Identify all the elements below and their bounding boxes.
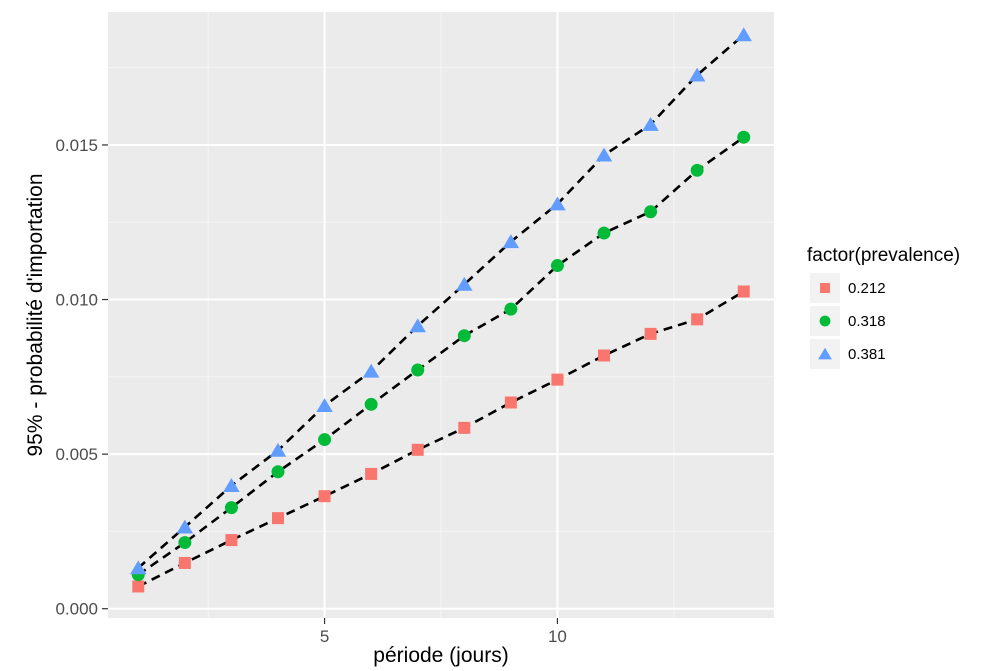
data-point-circle: [364, 397, 378, 411]
y-tick-label: 0.010: [55, 291, 98, 310]
legend-keys: 0.212 0.318 0.381: [810, 273, 886, 369]
legend-circle-marker: [819, 315, 831, 327]
data-point-circle: [504, 302, 518, 316]
data-point-circle: [644, 205, 658, 219]
data-point-square: [318, 490, 331, 503]
data-point-triangle: [316, 398, 333, 412]
data-point-triangle: [642, 117, 659, 131]
data-point-circle: [271, 465, 285, 479]
y-tick-label: 0.000: [55, 600, 98, 619]
major-gridlines: [108, 12, 774, 618]
data-point-triangle: [409, 318, 426, 333]
data-point-triangle: [176, 519, 194, 534]
data-point-circle: [224, 501, 238, 515]
data-point-square: [551, 373, 564, 386]
data-point-square: [365, 467, 378, 480]
data-point-triangle: [549, 196, 566, 211]
data-point-square: [644, 327, 657, 340]
data-point-square: [458, 421, 471, 434]
x-axis-title: période (jours): [373, 644, 508, 667]
data-point-triangle: [362, 363, 380, 378]
data-point-triangle: [130, 560, 147, 575]
x-tick-label: 5: [320, 627, 329, 646]
data-point-square: [178, 556, 191, 569]
data-point-circle: [550, 259, 564, 273]
data-point-square: [504, 396, 517, 409]
data-point-triangle: [502, 234, 520, 249]
trend-line: [137, 136, 745, 576]
data-point-square: [132, 580, 145, 593]
axis-ticks: [102, 144, 559, 624]
data-point-circle: [178, 536, 192, 550]
x-tick-label: 10: [548, 627, 567, 646]
legend-label: 0.381: [848, 346, 886, 363]
y-axis-title: 95% - probabilité d'importation: [24, 174, 47, 457]
legend: factor(prevalence) 0.212 0.318 0.381: [807, 245, 960, 369]
data-point-triangle: [223, 478, 240, 493]
data-points: [130, 27, 752, 593]
data-point-triangle: [269, 442, 287, 457]
data-point-square: [411, 443, 424, 456]
data-point-circle: [457, 329, 471, 343]
data-point-circle: [597, 226, 611, 240]
data-point-triangle: [456, 276, 473, 291]
tick-labels: 5 10 0.000 0.005 0.010 0.015: [55, 136, 566, 646]
data-point-square: [737, 285, 750, 298]
data-point-triangle: [595, 147, 613, 162]
data-point-triangle: [688, 67, 706, 82]
legend-triangle-marker: [818, 347, 832, 360]
y-tick-label: 0.015: [55, 136, 98, 155]
legend-label: 0.318: [848, 313, 886, 330]
y-tick-label: 0.005: [55, 445, 98, 464]
data-point-circle: [737, 130, 751, 144]
data-point-square: [225, 534, 238, 547]
data-point-circle: [690, 163, 704, 177]
minor-gridlines: [108, 12, 774, 618]
data-point-square: [271, 512, 284, 525]
legend-title: factor(prevalence): [807, 245, 960, 266]
legend-square-marker: [820, 283, 830, 293]
data-point-triangle: [735, 27, 752, 42]
legend-label: 0.212: [848, 280, 886, 297]
data-point-square: [691, 313, 704, 326]
trend-line: [137, 290, 745, 588]
trend-lines: [137, 33, 745, 588]
data-point-circle: [318, 433, 332, 447]
data-point-circle: [411, 363, 425, 377]
data-point-square: [598, 349, 611, 362]
